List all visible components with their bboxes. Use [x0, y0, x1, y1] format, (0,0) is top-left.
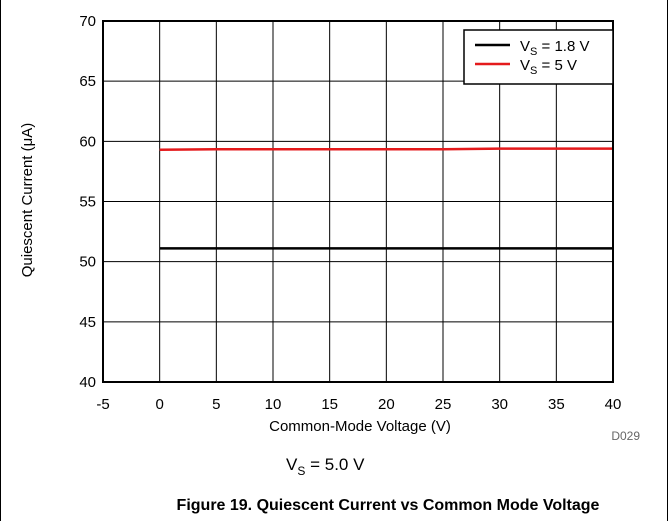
series-layer: [159, 147, 613, 250]
y-axis-label: Quiescent Current (μA): [19, 123, 36, 278]
x-tick-label-7: 30: [491, 396, 508, 413]
x-tick-label-3: 10: [265, 396, 282, 413]
legend: VS = 1.8 V VS = 5 V: [463, 29, 614, 85]
plot-area-border: [102, 20, 614, 383]
x-tick-label-5: 20: [378, 396, 395, 413]
x-axis-label: Common-Mode Voltage (V): [269, 418, 451, 435]
x-tick-label-1: 0: [155, 396, 163, 413]
y-tick-labels: 40 45 50 55 60 65 70: [79, 13, 96, 391]
x-tick-label-4: 15: [321, 396, 338, 413]
figure-code: D029: [611, 429, 640, 443]
y-tick-label-2: 50: [79, 254, 96, 271]
y-tick-label-0: 40: [79, 374, 96, 391]
legend-entry-2: VS = 5 V: [520, 57, 577, 77]
y-tick-label-4: 60: [79, 133, 96, 150]
x-tick-label-6: 25: [435, 396, 452, 413]
series-line-2: [159, 147, 613, 152]
y-tick-label-6: 70: [79, 13, 96, 30]
legend-entry-1: VS = 1.8 V: [520, 38, 589, 58]
x-tick-label-8: 35: [548, 396, 565, 413]
y-tick-label-5: 65: [79, 73, 96, 90]
y-tick-label-1: 45: [79, 314, 96, 331]
x-tick-label-0: -5: [96, 396, 109, 413]
legend-box: [463, 29, 614, 85]
x-tick-labels: -5 0 5 10 15 20 25 30 35 40: [96, 396, 621, 413]
figure-caption: Figure 19. Quiescent Current vs Common M…: [177, 497, 600, 514]
x-tick-label-2: 5: [212, 396, 220, 413]
x-tick-label-9: 40: [605, 396, 622, 413]
test-condition: VS = 5.0 V: [286, 455, 365, 478]
y-tick-label-3: 55: [79, 194, 96, 211]
